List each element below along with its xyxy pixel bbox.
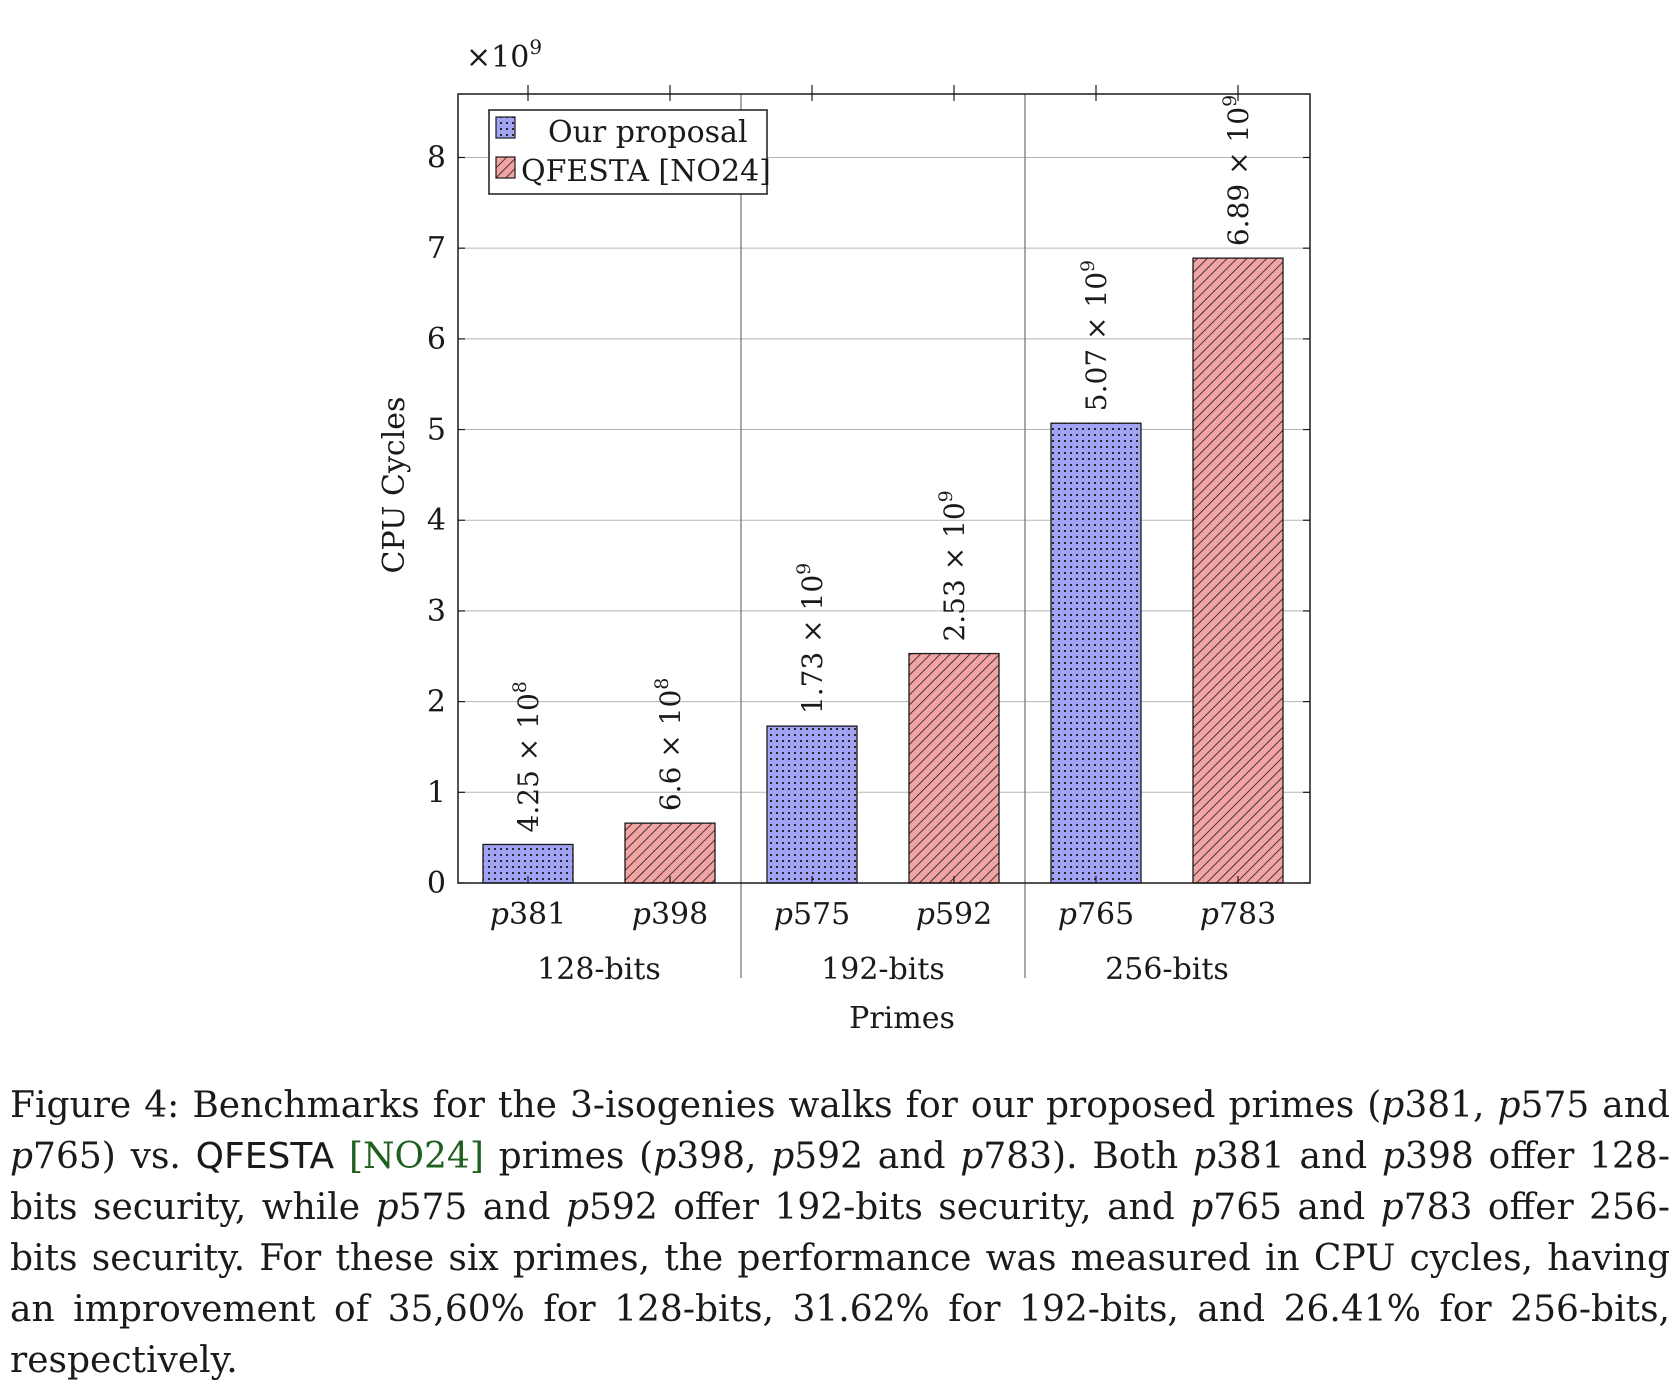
bar-p592 xyxy=(908,652,1000,884)
group-label: 192-bits xyxy=(821,952,945,987)
figure-caption: Figure 4: Benchmarks for the 3-isogenies… xyxy=(10,1085,1671,1381)
bar-chart: 0 1 2 3 4 5 6 7 8 p381 p398 p575 p592 p765 p783 128-bit… xyxy=(377,35,1311,1036)
y-tick-label: 8 xyxy=(427,140,446,175)
y-tick-label: 4 xyxy=(427,503,446,538)
y-tick-label: 7 xyxy=(427,231,446,266)
grid xyxy=(458,94,1310,978)
x-axis-label: Primes xyxy=(849,1001,955,1036)
x-tick-label: p398 xyxy=(632,897,708,932)
bars xyxy=(482,257,1284,884)
data-label-p381: 4.25 × 108 xyxy=(509,681,545,832)
group-label: 128-bits xyxy=(537,952,661,987)
axes: 0 1 2 3 4 5 6 7 8 p381 p398 p575 p592 p765 p783 128-bit… xyxy=(427,85,1310,987)
group-label: 256-bits xyxy=(1105,952,1229,987)
x-tick-label: p765 xyxy=(1058,897,1134,932)
data-label-p575: 1.73 × 109 xyxy=(793,563,829,714)
x-tick-label: p592 xyxy=(916,897,992,932)
legend-swatch-our-proposal xyxy=(495,116,516,139)
data-label-p783: 6.89 × 109 xyxy=(1219,95,1255,246)
y-tick-label: 6 xyxy=(427,322,446,357)
bar-p765 xyxy=(1050,422,1142,884)
x-tick-label: p575 xyxy=(774,897,850,932)
y-tick-label: 5 xyxy=(427,413,446,448)
bar-p783 xyxy=(1192,257,1284,884)
legend-label-our-proposal: Our proposal xyxy=(548,115,748,150)
data-label-p765: 5.07 × 109 xyxy=(1077,260,1113,411)
qfesta-name: QFESTA xyxy=(195,1136,335,1177)
legend-label-qfesta: QFESTA [NO24] xyxy=(521,154,771,189)
y-multiplier: ×109 xyxy=(466,35,542,75)
y-tick-label: 3 xyxy=(427,594,446,629)
citation-link[interactable]: [NO24] xyxy=(348,1136,484,1177)
plot-frame xyxy=(457,93,1311,884)
data-labels: 4.25 × 108 1.73 × 109 5.07 × 109 6.6 × 108 2… xyxy=(509,95,1255,833)
bar-p398 xyxy=(624,822,716,884)
legend-swatch-qfesta xyxy=(495,156,516,179)
data-label-p592: 2.53 × 109 xyxy=(935,490,971,641)
x-tick-label: p381 xyxy=(490,897,566,932)
y-tick-label: 2 xyxy=(427,685,446,720)
data-label-p398: 6.6 × 108 xyxy=(651,678,687,812)
y-tick-label: 1 xyxy=(427,775,446,810)
y-tick-label: 0 xyxy=(427,866,446,901)
x-tick-label: p783 xyxy=(1200,897,1276,932)
bar-p575 xyxy=(766,725,858,884)
legend: Our proposal QFESTA [NO24] xyxy=(488,109,771,195)
y-axis-label: CPU Cycles xyxy=(377,397,412,574)
